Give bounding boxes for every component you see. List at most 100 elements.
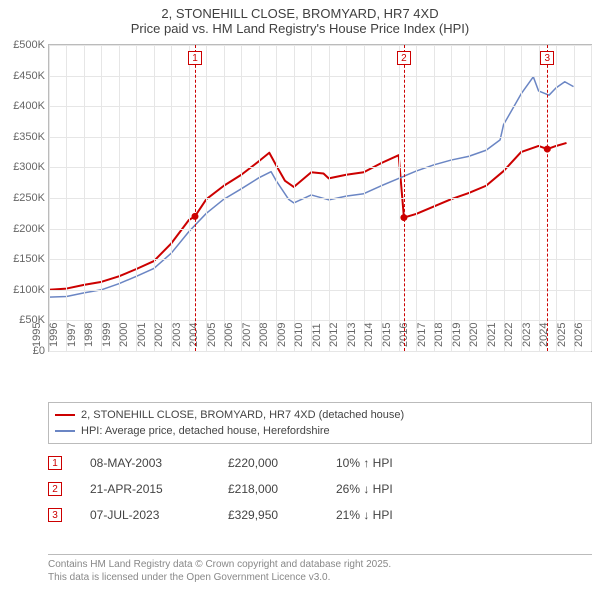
x-tick-label: 2001 xyxy=(136,323,148,351)
x-tick-label: 2014 xyxy=(363,323,375,351)
gridline-v xyxy=(311,45,312,351)
x-tick-label: 2006 xyxy=(223,323,235,351)
gridline-h xyxy=(49,229,591,230)
x-tick-label: 2022 xyxy=(503,323,515,351)
x-tick-label: 2007 xyxy=(241,323,253,351)
x-tick-label: 2021 xyxy=(486,323,498,351)
gridline-v xyxy=(381,45,382,351)
event-marker-box: 1 xyxy=(188,51,202,65)
gridline-h xyxy=(49,137,591,138)
y-tick-label: £400K xyxy=(1,100,45,112)
chart-titles: 2, STONEHILL CLOSE, BROMYARD, HR7 4XD Pr… xyxy=(0,0,600,38)
events-table: 1 08-MAY-2003 £220,000 10% ↑ HPI 2 21-APR-201… xyxy=(48,450,592,528)
x-tick-label: 1995 xyxy=(31,323,43,351)
gridline-h xyxy=(49,45,591,46)
event-number-box: 3 xyxy=(48,508,62,522)
event-date: 08-MAY-2003 xyxy=(90,456,200,470)
gridline-v xyxy=(451,45,452,351)
x-tick-label: 2009 xyxy=(276,323,288,351)
gridline-h xyxy=(49,351,591,352)
gridline-h xyxy=(49,167,591,168)
gridline-h xyxy=(49,259,591,260)
x-tick-label: 2020 xyxy=(468,323,480,351)
gridline-v xyxy=(224,45,225,351)
y-tick-label: £250K xyxy=(1,192,45,204)
gridline-v xyxy=(399,45,400,351)
x-tick-label: 2017 xyxy=(416,323,428,351)
gridline-v xyxy=(101,45,102,351)
x-tick-label: 2013 xyxy=(346,323,358,351)
x-tick-label: 1998 xyxy=(83,323,95,351)
gridline-v xyxy=(276,45,277,351)
gridline-v xyxy=(119,45,120,351)
legend-label: 2, STONEHILL CLOSE, BROMYARD, HR7 4XD (d… xyxy=(81,409,404,421)
gridline-v xyxy=(539,45,540,351)
event-row: 1 08-MAY-2003 £220,000 10% ↑ HPI xyxy=(48,450,592,476)
chart-container: 2, STONEHILL CLOSE, BROMYARD, HR7 4XD Pr… xyxy=(0,0,600,590)
x-tick-label: 2000 xyxy=(118,323,130,351)
gridline-v xyxy=(154,45,155,351)
y-tick-label: £500K xyxy=(1,39,45,51)
legend-row: HPI: Average price, detached house, Here… xyxy=(55,423,585,439)
event-price: £218,000 xyxy=(228,482,308,496)
event-number-box: 2 xyxy=(48,482,62,496)
x-tick-label: 2023 xyxy=(521,323,533,351)
gridline-v xyxy=(329,45,330,351)
gridline-v xyxy=(189,45,190,351)
event-number-box: 1 xyxy=(48,456,62,470)
footer-line1: Contains HM Land Registry data © Crown c… xyxy=(48,559,592,572)
gridline-v xyxy=(136,45,137,351)
gridline-v xyxy=(574,45,575,351)
gridline-v xyxy=(294,45,295,351)
event-marker-line xyxy=(195,45,196,351)
legend-swatch xyxy=(55,430,75,432)
x-tick-label: 1996 xyxy=(48,323,60,351)
event-marker-box: 3 xyxy=(540,51,554,65)
footer: Contains HM Land Registry data © Crown c… xyxy=(48,554,592,584)
gridline-h xyxy=(49,198,591,199)
x-tick-label: 1997 xyxy=(66,323,78,351)
x-tick-label: 2018 xyxy=(433,323,445,351)
x-tick-label: 2002 xyxy=(153,323,165,351)
gridline-h xyxy=(49,76,591,77)
plot-region: £0£50K£100K£150K£200K£250K£300K£350K£400… xyxy=(48,44,592,352)
x-tick-label: 2025 xyxy=(556,323,568,351)
gridline-h xyxy=(49,290,591,291)
event-pct: 26% ↓ HPI xyxy=(336,482,426,496)
gridline-h xyxy=(49,106,591,107)
gridline-v xyxy=(171,45,172,351)
event-marker-box: 2 xyxy=(397,51,411,65)
x-tick-label: 2026 xyxy=(573,323,585,351)
event-price: £220,000 xyxy=(228,456,308,470)
y-tick-label: £450K xyxy=(1,70,45,82)
series-price_paid xyxy=(49,143,567,290)
gridline-v xyxy=(49,45,50,351)
gridline-v xyxy=(521,45,522,351)
event-row: 307-JUL-2023£329,95021% ↓ HPI xyxy=(48,502,592,528)
gridline-v xyxy=(206,45,207,351)
gridline-v xyxy=(84,45,85,351)
x-tick-label: 2019 xyxy=(451,323,463,351)
y-tick-label: £200K xyxy=(1,223,45,235)
legend-label: HPI: Average price, detached house, Here… xyxy=(81,425,330,437)
x-tick-label: 2008 xyxy=(258,323,270,351)
event-price: £329,950 xyxy=(228,508,308,522)
event-pct: 10% ↑ HPI xyxy=(336,456,426,470)
y-tick-label: £100K xyxy=(1,284,45,296)
chart-area: £0£50K£100K£150K£200K£250K£300K£350K£400… xyxy=(48,44,592,352)
gridline-v xyxy=(416,45,417,351)
event-pct: 21% ↓ HPI xyxy=(336,508,426,522)
event-marker-line xyxy=(404,45,405,351)
footer-line2: This data is licensed under the Open Gov… xyxy=(48,572,592,585)
event-date: 21-APR-2015 xyxy=(90,482,200,496)
x-tick-label: 1999 xyxy=(101,323,113,351)
x-tick-label: 2010 xyxy=(293,323,305,351)
title-line2: Price paid vs. HM Land Registry's House … xyxy=(4,21,596,36)
gridline-v xyxy=(241,45,242,351)
gridline-v xyxy=(591,45,592,351)
gridline-v xyxy=(259,45,260,351)
gridline-v xyxy=(434,45,435,351)
gridline-v xyxy=(486,45,487,351)
gridline-v xyxy=(346,45,347,351)
gridline-v xyxy=(66,45,67,351)
